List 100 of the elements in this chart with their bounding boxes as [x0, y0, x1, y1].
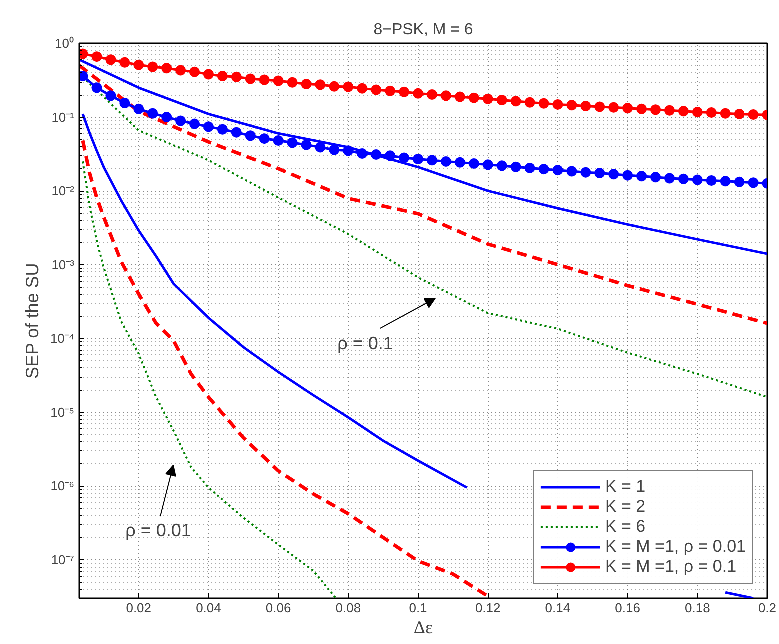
point — [231, 72, 242, 82]
point — [273, 136, 284, 146]
point — [678, 106, 689, 117]
point — [706, 108, 717, 118]
point — [92, 52, 102, 62]
point — [134, 60, 144, 70]
line-series — [80, 64, 768, 326]
point — [510, 96, 522, 107]
point — [301, 140, 312, 150]
y-tick-label: 10⁰ — [55, 36, 75, 51]
legend-label: K = M =1, ρ = 0.1 — [605, 557, 737, 577]
point — [162, 63, 172, 74]
point — [399, 152, 410, 164]
x-axis-title: Δε — [414, 618, 434, 638]
legend-label: K = 2 — [605, 497, 646, 517]
point — [454, 157, 466, 168]
point — [357, 83, 368, 94]
point — [622, 103, 634, 114]
x-tick-label: 0.18 — [685, 600, 710, 616]
point — [664, 105, 675, 116]
x-tick-label: 0.02 — [126, 600, 152, 616]
point — [650, 104, 661, 116]
y-tick-label: 10⁻⁷ — [51, 552, 75, 568]
line-series — [82, 160, 338, 598]
y-tick-label: 10⁻⁵ — [50, 404, 75, 420]
point — [301, 79, 312, 90]
point — [426, 90, 438, 100]
point — [148, 62, 158, 72]
point — [636, 171, 648, 182]
point — [176, 116, 186, 126]
point — [566, 100, 578, 111]
x-tick-label: 0.08 — [336, 600, 362, 616]
point — [413, 88, 424, 99]
point — [594, 168, 606, 179]
point — [426, 155, 438, 166]
point — [120, 57, 130, 68]
x-tick-label: 0.14 — [545, 600, 571, 616]
point — [371, 84, 382, 96]
point — [538, 98, 550, 109]
x-tick-label: 0.04 — [196, 600, 222, 616]
legend-label: K = M =1, ρ = 0.01 — [605, 537, 746, 557]
point — [273, 76, 284, 86]
point — [106, 54, 116, 66]
point — [385, 150, 396, 162]
point — [259, 74, 270, 86]
point — [608, 169, 620, 180]
point — [510, 162, 522, 172]
point — [259, 134, 270, 144]
point — [231, 127, 242, 138]
point — [692, 174, 703, 186]
y-tick-label: 10⁻² — [52, 184, 76, 199]
x-tick-label: 0.16 — [615, 600, 640, 616]
y-tick-label: 10⁻⁴ — [50, 331, 74, 346]
point — [454, 92, 466, 102]
point — [482, 160, 494, 170]
point — [92, 82, 102, 94]
x-tick-label: 0.1 — [409, 600, 428, 616]
point — [552, 99, 564, 110]
annotation: ρ = 0.1 — [338, 334, 394, 354]
point — [343, 82, 354, 92]
point — [482, 94, 494, 104]
point — [106, 90, 116, 102]
y-tick-label: 10⁻³ — [52, 257, 76, 272]
point — [315, 142, 326, 153]
point — [245, 130, 256, 142]
point — [134, 104, 144, 114]
point — [343, 146, 354, 156]
point — [217, 124, 228, 135]
chart-title: 8−PSK, M = 6 — [374, 22, 474, 38]
point — [678, 174, 689, 184]
point — [748, 178, 759, 188]
point — [440, 156, 452, 167]
point — [720, 176, 731, 187]
point — [468, 92, 480, 104]
point — [524, 97, 536, 108]
point — [692, 107, 703, 118]
y-axis-title: SEP of the SU — [22, 263, 42, 380]
point — [608, 102, 620, 113]
point — [580, 101, 592, 112]
point — [580, 167, 592, 178]
point — [287, 138, 298, 148]
point — [552, 165, 564, 176]
point — [176, 65, 186, 76]
x-tick-label: 0.2 — [758, 600, 777, 616]
point — [468, 158, 480, 170]
point — [748, 110, 759, 120]
point — [120, 98, 130, 108]
point — [594, 102, 606, 112]
point — [148, 108, 158, 119]
point — [357, 148, 368, 160]
point — [399, 86, 410, 98]
point — [315, 80, 326, 90]
x-tick-label: 0.12 — [475, 600, 501, 616]
point — [734, 108, 745, 120]
point — [622, 170, 634, 181]
point — [734, 176, 745, 188]
point — [440, 90, 452, 102]
x-tick-label: 0.06 — [266, 600, 292, 616]
point — [413, 154, 424, 164]
point — [496, 95, 508, 106]
